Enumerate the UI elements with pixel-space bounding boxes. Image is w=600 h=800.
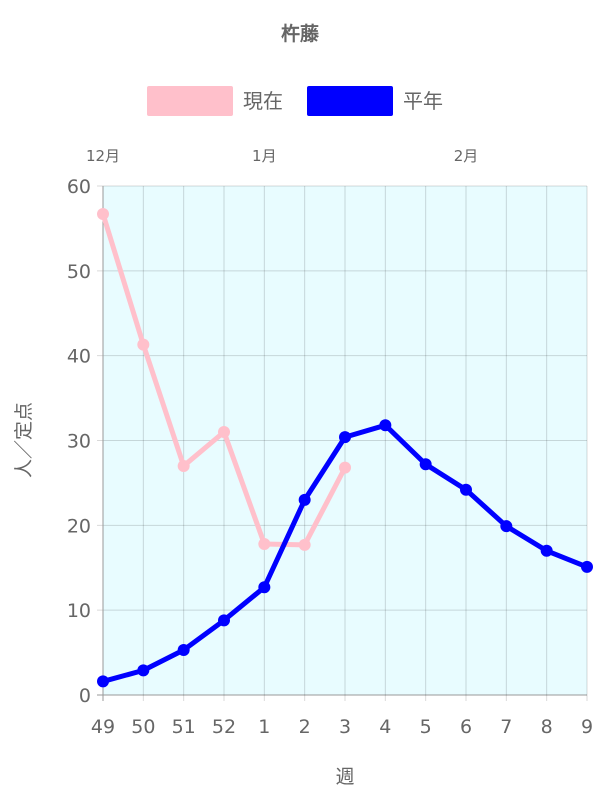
y-tick-label: 10 — [67, 600, 91, 622]
legend: 現在 平年 — [147, 86, 443, 116]
x-tick-label: 7 — [500, 716, 512, 738]
data-point — [258, 537, 271, 550]
series-現在 — [97, 207, 351, 551]
data-point — [137, 664, 150, 677]
data-point — [218, 426, 230, 439]
y-tick-label: 60 — [67, 176, 91, 198]
legend-label: 現在 — [243, 89, 283, 113]
data-point — [137, 338, 150, 351]
x-tick-label: 51 — [172, 716, 196, 738]
data-point — [177, 459, 190, 472]
month-label: 2月 — [454, 147, 479, 165]
legend-swatch — [307, 86, 393, 116]
y-tick-label: 40 — [67, 346, 91, 368]
x-tick-label: 8 — [541, 716, 553, 738]
data-point — [258, 581, 271, 594]
data-point — [540, 544, 553, 557]
data-point — [97, 207, 109, 220]
data-point — [500, 520, 513, 533]
x-tick-label: 5 — [420, 716, 432, 738]
data-point — [581, 560, 593, 573]
x-tick-label: 6 — [460, 716, 472, 738]
x-tick-label: 49 — [91, 716, 115, 738]
y-tick-label: 30 — [67, 431, 91, 453]
x-tick-label: 2 — [299, 716, 311, 738]
data-point — [379, 419, 392, 432]
x-tick-label: 1 — [258, 716, 270, 738]
x-tick-label: 3 — [339, 716, 351, 738]
y-tick-label: 50 — [67, 261, 91, 283]
legend-label: 平年 — [403, 89, 443, 113]
data-point — [339, 461, 351, 474]
month-label: 1月 — [252, 147, 277, 165]
x-axis-label: 週 — [335, 766, 354, 788]
x-tick-label: 9 — [581, 716, 593, 738]
plot-area: 0 10 20 30 40 50 60 49 50 51 52 1 2 3 4 5 6 7 8 9 12月 1月 2月 — [67, 147, 593, 738]
data-point — [339, 431, 351, 444]
y-axis-label: 人／定点 — [13, 402, 35, 478]
y-tick-label: 20 — [67, 515, 91, 537]
data-point — [460, 483, 472, 496]
data-point — [97, 675, 109, 688]
chart-title: 杵藤 — [281, 22, 320, 45]
data-point — [298, 538, 311, 551]
data-point — [298, 493, 311, 506]
x-tick-label: 52 — [212, 716, 236, 738]
series-平年 — [97, 419, 593, 688]
data-point — [177, 644, 190, 657]
x-tick-label: 4 — [379, 716, 391, 738]
legend-swatch — [147, 86, 233, 116]
data-point — [218, 614, 230, 627]
x-tick-label: 50 — [131, 716, 155, 738]
data-point — [419, 458, 432, 471]
y-tick-label: 0 — [79, 685, 91, 707]
month-label: 12月 — [86, 147, 120, 165]
